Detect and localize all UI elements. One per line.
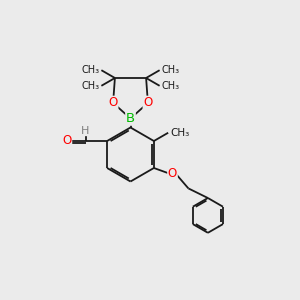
Text: CH₃: CH₃ [82, 81, 100, 91]
Text: CH₃: CH₃ [170, 128, 189, 138]
Text: O: O [168, 167, 177, 180]
Text: B: B [126, 112, 135, 125]
Text: CH₃: CH₃ [161, 81, 179, 91]
Text: O: O [143, 96, 152, 110]
Text: O: O [62, 134, 71, 148]
Text: CH₃: CH₃ [82, 65, 100, 75]
Text: O: O [109, 96, 118, 110]
Text: CH₃: CH₃ [161, 65, 179, 75]
Text: H: H [81, 125, 90, 136]
